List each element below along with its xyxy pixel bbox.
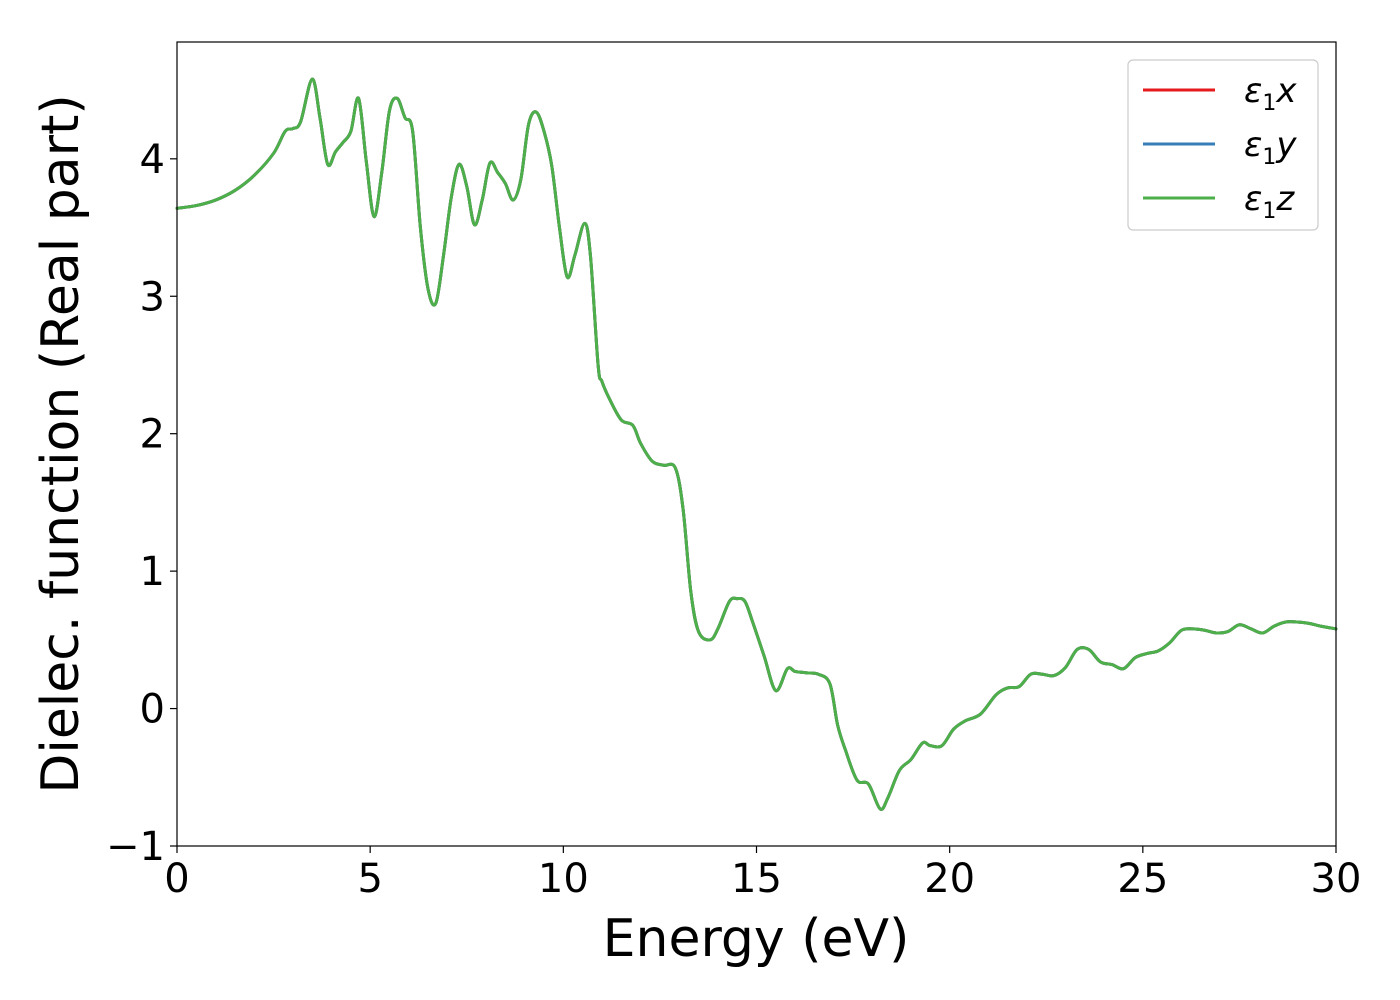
x-tick-label: 0 <box>164 856 189 902</box>
legend-label-subscript: 1 <box>1262 91 1276 116</box>
x-tick-label: 30 <box>1311 856 1362 902</box>
legend-label-component: z <box>1275 179 1295 219</box>
legend-label-symbol: ε <box>1244 179 1262 219</box>
x-axis-ticks: 0 5 10 15 20 25 30 <box>164 846 1361 902</box>
y-axis-label: Dielec. function (Real part) <box>31 94 91 793</box>
y-axis-ticks: −1 0 1 2 3 4 <box>106 137 177 870</box>
x-tick-label: 5 <box>357 856 382 902</box>
legend-label-symbol: ε <box>1244 71 1262 111</box>
series-layer <box>175 77 1338 811</box>
x-tick-label: 15 <box>731 856 782 902</box>
x-tick-label: 20 <box>924 856 975 902</box>
legend-label-symbol: ε <box>1244 125 1262 165</box>
legend-box <box>1127 59 1319 231</box>
y-tick-label: 2 <box>140 412 165 458</box>
y-tick-label: −1 <box>106 824 165 870</box>
legend-label-z: ε1z <box>1244 179 1295 224</box>
legend-label-subscript: 1 <box>1262 145 1276 170</box>
legend-label-subscript: 1 <box>1262 199 1276 224</box>
y-tick-label: 3 <box>140 274 165 320</box>
legend-label-component: x <box>1275 71 1297 111</box>
legend-label-component: y <box>1275 125 1297 165</box>
series-line-z <box>175 77 1338 811</box>
y-tick-label: 4 <box>140 137 165 183</box>
y-tick-label: 1 <box>140 549 165 595</box>
x-axis-label: Energy (eV) <box>603 909 910 969</box>
legend-label-y: ε1y <box>1244 125 1297 170</box>
legend-label-x: ε1x <box>1244 71 1297 116</box>
x-tick-label: 10 <box>538 856 589 902</box>
y-tick-label: 0 <box>140 687 165 733</box>
x-tick-label: 25 <box>1117 856 1168 902</box>
